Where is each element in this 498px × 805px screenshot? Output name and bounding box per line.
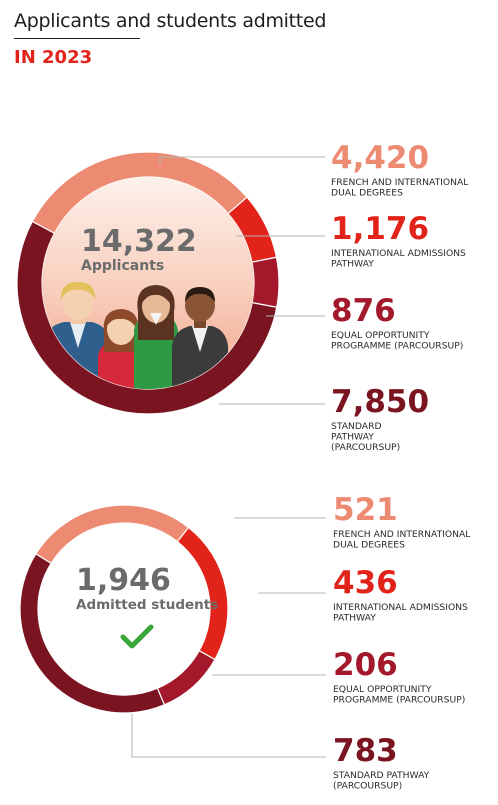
admitted-leader-line-4: [131, 714, 326, 758]
applicants-slice-3-label: PROGRAMME (PARCOURSUP): [331, 341, 463, 352]
applicants-slice-2-value: 1,176: [331, 211, 429, 247]
applicants-slice-2-label: INTERNATIONAL ADMISSIONS: [331, 248, 466, 259]
admitted-ring: [19, 504, 229, 714]
admitted-slice-2-value: 436: [333, 565, 398, 601]
person-woman-red-icon: [98, 309, 144, 389]
applicants-slice-1-value: 4,420: [331, 140, 429, 176]
admitted-slice-1-value: 521: [333, 492, 398, 528]
admitted-slice-4-label: STANDARD PATHWAY: [333, 770, 430, 781]
applicants-total-label: Applicants: [81, 258, 164, 274]
admitted-slice-4: [19, 553, 166, 714]
admitted-slice-2-label: INTERNATIONAL ADMISSIONS: [333, 602, 468, 613]
people-illustration: [44, 282, 228, 389]
admitted-slice-3-label: EQUAL OPPORTUNITY: [333, 684, 432, 695]
applicants-slice-4-label: (PARCOURSUP): [331, 442, 400, 453]
admitted-slice-1-label: FRENCH AND INTERNATIONAL: [333, 529, 471, 540]
admitted-slice-4-label: (PARCOURSUP): [333, 781, 402, 792]
title-underline: [14, 38, 140, 39]
applicants-slice-1-label: FRENCH AND INTERNATIONAL: [331, 177, 469, 188]
applicants-slice-4-value: 7,850: [331, 384, 429, 420]
person-woman-green-icon: [134, 285, 178, 389]
admitted-total-label: Admitted students: [76, 597, 218, 613]
admitted-slice-3-value: 206: [333, 647, 398, 683]
applicants-leader-line-1: [159, 156, 325, 165]
applicants-slice-3-label: EQUAL OPPORTUNITY: [331, 330, 430, 341]
admitted-inner-circle: [38, 523, 210, 695]
applicants-total-value: 14,322: [81, 224, 197, 259]
leader-lines: [131, 156, 326, 758]
page-title: Applicants and students admitted: [14, 10, 327, 32]
applicants-slice-4-label: STANDARD: [331, 421, 382, 432]
applicants-slice-2-label: PATHWAY: [331, 259, 374, 270]
applicants-slice-3-value: 876: [331, 293, 396, 329]
admitted-slice-2-label: PATHWAY: [333, 613, 376, 624]
applicants-donut: 14,322 Applicants: [16, 151, 280, 415]
check-icon: [120, 624, 154, 649]
admitted-total-value: 1,946: [76, 563, 171, 598]
admitted-slice-4-value: 783: [333, 733, 398, 769]
applicants-slice-4-label: PATHWAY: [331, 432, 374, 443]
admitted-slice-1-label: DUAL DEGREES: [333, 540, 405, 551]
applicants-slice-1-label: DUAL DEGREES: [331, 188, 403, 199]
admitted-slice-3-label: PROGRAMME (PARCOURSUP): [333, 695, 465, 706]
admitted-donut: 1,946 Admitted students: [19, 504, 229, 714]
applicants-slice-3: [251, 256, 280, 308]
page-subtitle: IN 2023: [14, 47, 93, 68]
